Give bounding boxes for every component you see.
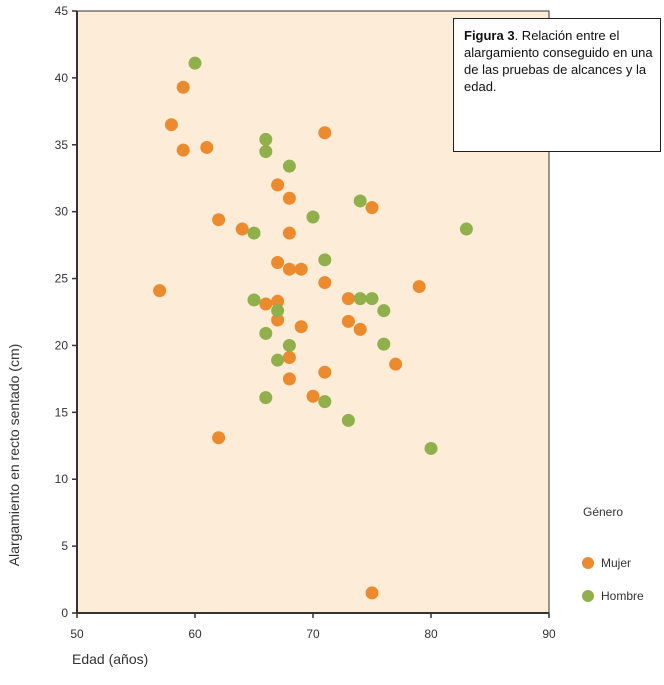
data-point-hombre (306, 210, 320, 224)
legend-title: Género (583, 505, 623, 519)
data-point-hombre (271, 353, 285, 367)
data-points (153, 56, 473, 600)
x-tick-label: 70 (306, 627, 320, 641)
axis-ticks: 0 5 10 15 20 25 30 35 40 45 50 60 70 80 90 (55, 4, 556, 641)
x-tick-label: 50 (70, 627, 84, 641)
y-tick-label: 10 (55, 472, 69, 486)
legend-marker-hombre (582, 590, 594, 602)
data-point-mujer (153, 284, 167, 298)
y-tick-label: 35 (55, 138, 69, 152)
data-point-mujer (282, 191, 296, 205)
data-point-mujer (282, 262, 296, 276)
figure-caption: Figura 3. Relación entre el alargamiento… (453, 18, 661, 152)
data-point-hombre (377, 304, 391, 318)
y-axis-title: Alargamiento en recto sentado (cm) (6, 344, 22, 567)
data-point-hombre (282, 338, 296, 352)
data-point-mujer (259, 297, 273, 311)
data-point-hombre (341, 413, 355, 427)
data-point-mujer (318, 276, 332, 290)
data-point-hombre (353, 194, 367, 208)
figure-caption-text: . Relación entre el alargamiento consegu… (464, 28, 653, 94)
data-point-mujer (271, 178, 285, 192)
data-point-mujer (294, 320, 308, 334)
y-tick-label: 20 (55, 338, 69, 352)
data-point-mujer (271, 294, 285, 308)
y-tick-label: 45 (55, 4, 69, 18)
y-tick-label: 0 (61, 606, 68, 620)
data-point-mujer (389, 357, 403, 371)
data-point-mujer (200, 140, 214, 154)
data-point-mujer (282, 226, 296, 240)
data-point-hombre (318, 253, 332, 267)
data-point-mujer (294, 262, 308, 276)
data-point-hombre (259, 144, 273, 158)
data-point-hombre (247, 226, 261, 240)
data-point-hombre (353, 292, 367, 306)
y-tick-label: 5 (61, 539, 68, 553)
legend-label-hombre: Hombre (601, 589, 644, 603)
data-point-hombre (377, 337, 391, 351)
data-point-hombre (259, 326, 273, 340)
data-point-mujer (353, 322, 367, 336)
data-point-mujer (282, 372, 296, 386)
data-point-mujer (176, 143, 190, 157)
data-point-mujer (176, 80, 190, 94)
data-point-hombre (271, 304, 285, 318)
data-point-mujer (412, 280, 426, 294)
y-tick-label: 15 (55, 405, 69, 419)
x-axis-title: Edad (años) (72, 651, 148, 667)
data-point-mujer (282, 350, 296, 364)
y-tick-label: 40 (55, 71, 69, 85)
y-tick-label: 30 (55, 205, 69, 219)
data-point-mujer (365, 201, 379, 215)
data-point-mujer (212, 431, 226, 445)
legend-marker-mujer (582, 557, 594, 569)
data-point-hombre (318, 395, 332, 409)
data-point-hombre (259, 391, 273, 405)
data-point-hombre (247, 293, 261, 307)
data-point-mujer (306, 389, 320, 403)
data-point-mujer (341, 314, 355, 328)
legend: Género Mujer Hombre (582, 505, 644, 603)
data-point-hombre (459, 222, 473, 236)
y-tick-label: 25 (55, 272, 69, 286)
data-point-hombre (259, 132, 273, 146)
data-point-mujer (318, 365, 332, 379)
legend-label-mujer: Mujer (601, 556, 631, 570)
data-point-mujer (341, 292, 355, 306)
data-point-hombre (365, 292, 379, 306)
x-tick-label: 80 (424, 627, 438, 641)
data-point-mujer (271, 313, 285, 327)
data-point-hombre (282, 159, 296, 173)
data-point-hombre (188, 56, 202, 70)
data-point-mujer (235, 222, 249, 236)
data-point-hombre (424, 441, 438, 455)
figure-caption-label: Figura 3 (464, 28, 515, 43)
data-point-mujer (318, 126, 332, 140)
data-point-mujer (365, 586, 379, 600)
data-point-mujer (164, 118, 178, 132)
x-tick-label: 90 (542, 627, 556, 641)
x-tick-label: 60 (188, 627, 202, 641)
data-point-mujer (271, 256, 285, 270)
data-point-mujer (212, 213, 226, 227)
